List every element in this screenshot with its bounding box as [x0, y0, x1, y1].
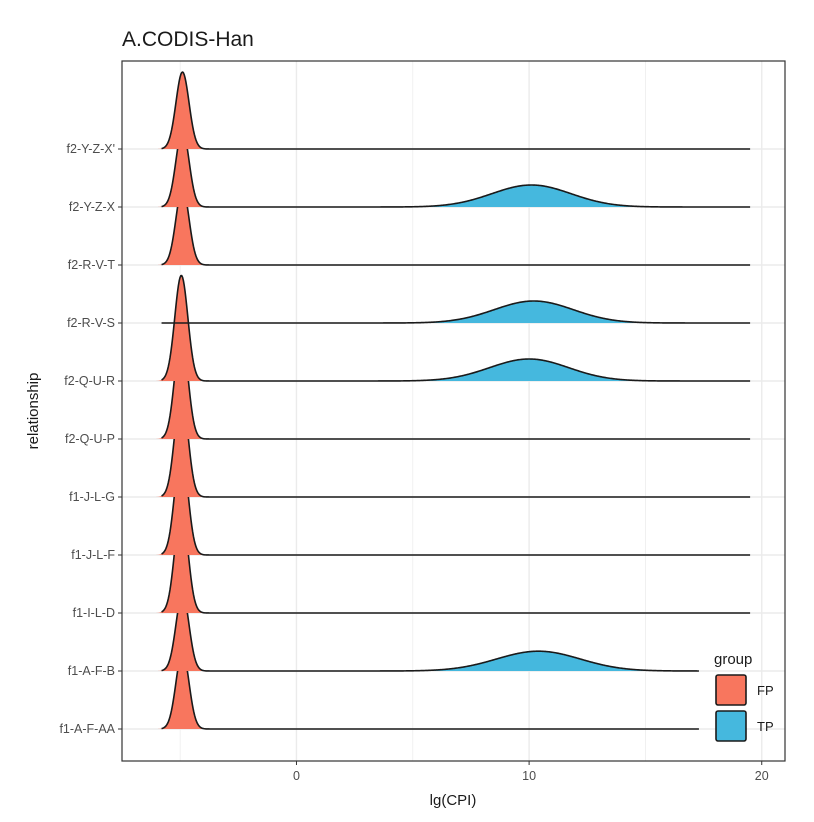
- density-line-f1-i-l-d: [161, 506, 751, 614]
- y-tick-label: f2-Y-Z-X: [69, 200, 116, 214]
- legend-label-fp: FP: [757, 683, 774, 698]
- chart-title: A.CODIS-Han: [122, 28, 254, 51]
- density-fill-fp-f2-q-u-r: [153, 275, 209, 381]
- plot-panel: [122, 61, 785, 761]
- density-fill-fp-f1-j-l-g: [153, 391, 209, 497]
- density-fill-fp-f2-r-v-t: [155, 188, 210, 265]
- y-tick-label: f1-A-F-AA: [59, 722, 115, 736]
- x-tick-label: 0: [293, 769, 300, 783]
- y-tick-label: f2-R-V-S: [67, 316, 115, 330]
- density-line-f2-q-u-p: [161, 332, 751, 440]
- y-tick-label: f1-J-L-F: [71, 548, 115, 562]
- density-line-f2-y-z-x: [161, 71, 751, 150]
- density-line-f2-r-v-t: [161, 187, 751, 266]
- density-line-f2-q-u-r: [161, 274, 751, 382]
- y-tick-label: f1-I-L-D: [73, 606, 115, 620]
- density-fill-tp-f2-y-z-x: [365, 185, 698, 207]
- x-tick-label: 10: [522, 769, 536, 783]
- density-fill-fp-f2-y-z-x: [155, 72, 210, 149]
- legend: group FP TP: [714, 651, 774, 742]
- density-line-f1-a-f-b: [161, 593, 699, 672]
- y-tick-label: f2-Y-Z-X': [67, 142, 115, 156]
- y-tick-label: f2-R-V-T: [68, 258, 116, 272]
- x-axis-title: lg(CPI): [430, 792, 477, 809]
- y-tick-label: f2-Q-U-R: [64, 374, 115, 388]
- density-fill-fp-f1-j-l-f: [153, 449, 209, 555]
- y-axis: f1-A-F-AA f1-A-F-B f1-I-L-D f1-J-L-F f1-J-L-…: [59, 142, 122, 736]
- density-line-f2-y-z-x: [161, 129, 751, 208]
- legend-title: group: [714, 651, 752, 668]
- x-tick-label: 20: [755, 769, 769, 783]
- density-line-f1-j-l-g: [161, 390, 751, 498]
- legend-label-tp: TP: [757, 719, 774, 734]
- y-tick-label: f2-Q-U-P: [65, 432, 115, 446]
- y-axis-title: relationship: [25, 373, 42, 450]
- density-fill-fp-f2-y-z-x: [155, 130, 210, 207]
- density-fill-fp-f1-a-f-b: [155, 594, 210, 671]
- density-line-f2-r-v-s: [161, 300, 751, 324]
- legend-swatch-fp: [715, 674, 747, 706]
- density-line-f1-a-f-aa: [161, 651, 699, 730]
- legend-swatch-tp: [715, 710, 747, 742]
- density-line-f1-j-l-f: [161, 448, 751, 556]
- ridges: [153, 71, 751, 730]
- density-fill-tp-f2-r-v-s: [367, 301, 700, 323]
- plot-border: [121, 60, 786, 762]
- x-axis: 0 10 20: [293, 761, 769, 783]
- density-fill-tp-f2-q-u-r: [363, 359, 696, 381]
- density-fill-fp-f2-q-u-p: [153, 333, 209, 439]
- density-fill-tp-f1-a-f-b: [362, 651, 715, 671]
- density-fill-fp-f1-i-l-d: [153, 507, 209, 613]
- density-fill-fp-f1-a-f-aa: [155, 652, 210, 729]
- y-tick-label: f1-J-L-G: [69, 490, 115, 504]
- y-tick-label: f1-A-F-B: [68, 664, 115, 678]
